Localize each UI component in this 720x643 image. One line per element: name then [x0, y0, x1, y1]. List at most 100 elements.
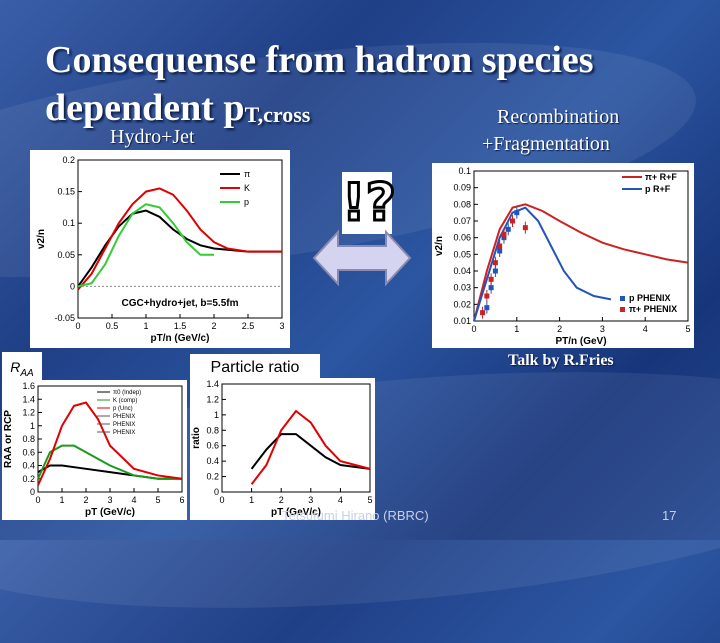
question-marks: !? [341, 172, 398, 235]
talk-by-label: Talk by R.Fries [508, 352, 614, 369]
raa-label-text: R [10, 359, 21, 375]
footer-author: Tetsufumi Hirano (RBRC) [282, 508, 429, 523]
y-tick-label: 0.08 [453, 199, 471, 209]
y-tick-label: 1.6 [22, 381, 35, 391]
x-tick-label: 4 [131, 495, 136, 505]
y-tick-label: 1.4 [22, 394, 35, 404]
y-tick-label: 0.2 [22, 474, 35, 484]
double-arrow-shape [312, 229, 412, 287]
x-tick-label: 3 [279, 321, 284, 331]
x-tick-label: 5 [367, 495, 372, 505]
y-tick-label: 1.2 [206, 394, 219, 404]
y-tick-label: 0 [70, 281, 75, 291]
hydro-jet-label: Hydro+Jet [110, 126, 195, 148]
y-tick-label: 1.2 [22, 408, 35, 418]
y-tick-label: -0.05 [54, 313, 75, 323]
legend-label: π [244, 169, 250, 179]
y-tick-label: 0.4 [206, 456, 219, 466]
hydro-jet-chart-panel: 0 0.5 1 1.5 2 2.5 3 -0.05 0 0.05 0.1 0.15 0.2 pT/n (G… [30, 150, 290, 348]
x-tick-label: 1 [249, 495, 254, 505]
legend-label: π0 (Indep) [113, 390, 141, 396]
particle-ratio-chart: 0 1 2 3 4 5 0 0.2 0.4 0.6 0.8 1 1.2 1.4 pT (GeV/c) rati… [191, 379, 373, 518]
title-line-1: Consequense from hadron species [45, 39, 594, 81]
legend-label: K (comp) [113, 398, 137, 404]
x-tick-label: 1.5 [174, 321, 187, 331]
x-tick-label: 0 [75, 321, 80, 331]
recombination-label: Recombination [497, 106, 620, 128]
legend-label: p R+F [645, 184, 671, 194]
x-axis-label: pT (GeV/c) [271, 507, 321, 518]
y-tick-label: 0.05 [57, 250, 75, 260]
y-tick-label: 0.6 [206, 441, 219, 451]
title-line-2: dependent pT,cross [45, 84, 645, 139]
y-axis-label: v2/n [36, 229, 47, 249]
legend-label: PHENIX [113, 430, 135, 436]
series-line [473, 206, 612, 322]
legend-label: PHENIX [113, 422, 135, 428]
recombination-chart-panel: 0 1 2 3 4 5 0.01 0.02 0.03 0.04 0.05 0.06 0.07 0.08 0.… [432, 163, 694, 348]
x-tick-label: 5 [155, 495, 160, 505]
y-tick-label: 0.05 [453, 249, 471, 259]
y-tick-label: 0.04 [453, 266, 471, 276]
series-line [37, 401, 183, 486]
plot-frame [221, 383, 371, 493]
y-tick-label: 1 [214, 410, 219, 420]
x-tick-label: 0 [35, 495, 40, 505]
y-tick-label: 0.2 [206, 472, 219, 482]
y-tick-label: 0.07 [453, 216, 471, 226]
legend-label: p PHENIX [629, 293, 671, 303]
y-tick-label: 1.4 [206, 379, 219, 389]
y-tick-label: 0.15 [57, 187, 75, 197]
series-line [37, 444, 182, 480]
y-tick-label: 0.1 [62, 218, 75, 228]
x-tick-label: 3 [600, 324, 605, 334]
y-tick-label: 0.03 [453, 283, 471, 293]
raa-label: RAA [2, 352, 42, 382]
x-tick-label: 0 [219, 495, 224, 505]
y-tick-label: 0 [30, 487, 35, 497]
y-tick-label: 0 [214, 487, 219, 497]
y-tick-label: 0.2 [62, 155, 75, 165]
y-axis-label: ratio [191, 427, 202, 449]
y-tick-label: 0.6 [22, 447, 35, 457]
legend-label: K [244, 183, 250, 193]
series-line [250, 409, 371, 485]
x-tick-label: 4 [338, 495, 343, 505]
page-number: 17 [662, 508, 677, 523]
chart-annotation: CGC+hydro+jet, b=5.5fm [122, 298, 239, 309]
legend-label: PHENIX [113, 414, 135, 420]
x-tick-label: 2 [83, 495, 88, 505]
series-line [77, 187, 282, 291]
x-tick-label: 3 [308, 495, 313, 505]
legend-label: p (Unc) [113, 406, 133, 412]
x-tick-label: 2.5 [242, 321, 255, 331]
plot-frame [473, 170, 689, 322]
y-tick-label: 0.02 [453, 299, 471, 309]
title-line-2-text: dependent p [45, 87, 245, 129]
x-tick-label: 1 [59, 495, 64, 505]
series-line [250, 433, 371, 470]
legend-marker [620, 296, 625, 301]
raa-chart: 0 1 2 3 4 5 6 0 0.2 0.4 0.6 0.8 1 1.2 1.4 1.6 pT (GeV/c)… [3, 381, 185, 518]
y-tick-label: 0.1 [458, 166, 471, 176]
x-tick-label: 5 [685, 324, 690, 334]
series-line [77, 203, 214, 288]
particle-ratio-label: Particle ratio [190, 354, 320, 382]
x-axis-label: pT/n (GeV/c) [151, 333, 210, 344]
legend-label: p [244, 197, 249, 207]
x-tick-label: 1 [514, 324, 519, 334]
x-tick-label: 2 [211, 321, 216, 331]
x-tick-label: 6 [179, 495, 184, 505]
x-tick-label: 1 [143, 321, 148, 331]
slide-title: Consequense from hadron species dependen… [45, 36, 645, 139]
series-line [77, 209, 282, 287]
double-arrow-icon [312, 229, 412, 287]
x-tick-label: 2 [557, 324, 562, 334]
y-axis-label: v2/n [434, 236, 445, 256]
legend-marker [620, 307, 625, 312]
particle-ratio-chart-panel: 0 1 2 3 4 5 0 0.2 0.4 0.6 0.8 1 1.2 1.4 pT (GeV/c) rati… [190, 378, 375, 520]
x-tick-label: 3 [107, 495, 112, 505]
y-tick-label: 0.06 [453, 233, 471, 243]
y-axis-label: RAA or RCP [3, 410, 14, 468]
